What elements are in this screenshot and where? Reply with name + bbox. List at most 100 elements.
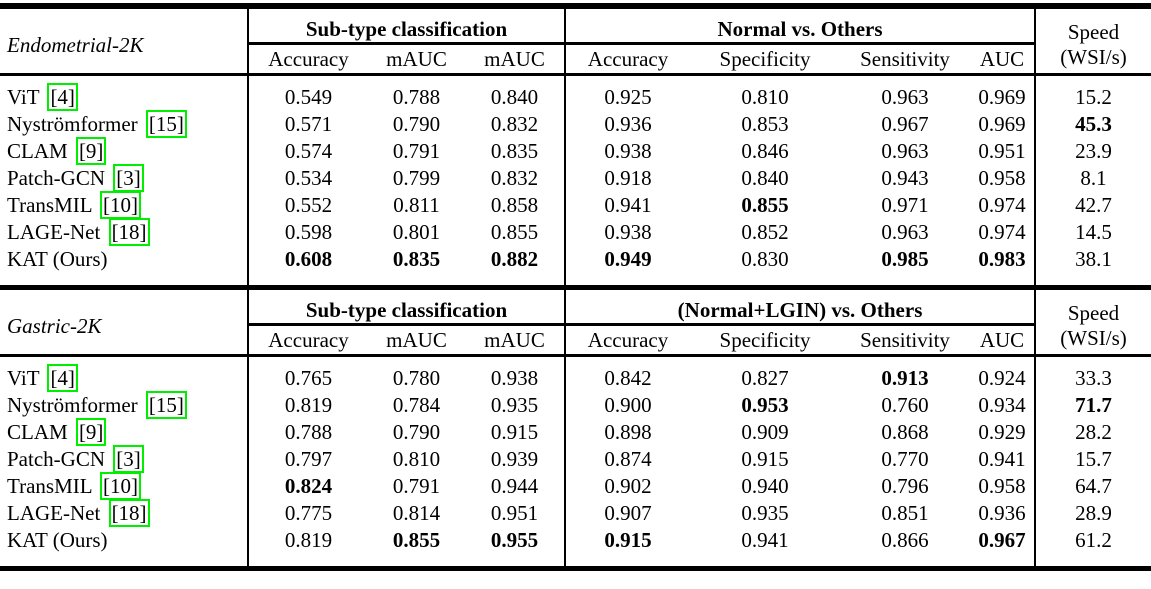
citation-link[interactable]: [18] (108, 218, 150, 246)
col-header-sensitivity: Sensitivity (840, 324, 971, 357)
citation-link[interactable]: [9] (75, 137, 107, 165)
table-row: LAGE-Net [18] 0.598 0.801 0.855 0.938 0.852 0.… (0, 218, 1151, 246)
metric-value-cell: 0.969 (970, 74, 1037, 111)
metric-value-cell: 0.571 (284, 112, 333, 136)
metric-value-cell: 0.598 (284, 220, 333, 244)
method-label: Nyströmformer (7, 393, 138, 417)
metric-value-cell: 0.780 (392, 366, 441, 390)
metric-value-cell: 0.810 (741, 85, 789, 109)
table-body: ViT [4] 0.549 0.788 0.840 0.925 0.810 0.963 0.9… (0, 74, 1151, 285)
metric-value-cell: 0.784 (392, 393, 441, 417)
metric-value-cell: 0.935 (741, 501, 789, 525)
metric-value-cell: 0.915 (741, 447, 789, 471)
col-header-mauc: mAUC (368, 43, 465, 76)
table-row: Nyströmformer [15] 0.571 0.790 0.832 0.936 0.… (0, 110, 1151, 138)
group-title-subtype: Sub-type classification (248, 287, 567, 326)
method-cell: Patch-GCN [3] (0, 164, 249, 192)
metric-value-cell: 0.855 (741, 193, 789, 217)
metric-value-cell: 71.7 (1075, 393, 1112, 417)
metric-value-cell: 8.1 (1080, 166, 1107, 190)
method-cell: CLAM [9] (0, 137, 249, 165)
metric-value-cell: 0.941 (970, 446, 1037, 473)
metric-value-cell: 15.2 (1075, 85, 1112, 109)
table-header: Endometrial-2K Sub-type classification N… (0, 6, 1151, 76)
citation-link[interactable]: [9] (75, 418, 107, 446)
method-cell: LAGE-Net [18] (0, 218, 249, 246)
speed-header-line2: (WSI/s) (1060, 45, 1127, 69)
results-table-endometrial: Endometrial-2K Sub-type classification N… (0, 3, 1151, 285)
method-label: TransMIL (7, 474, 92, 498)
metric-value-cell: 0.963 (881, 139, 929, 163)
speed-header-line1: Speed (1067, 301, 1120, 325)
metric-value-cell: 0.852 (741, 220, 789, 244)
subheader-row: Accuracy mAUC mAUC Accuracy Specificity … (0, 324, 1151, 357)
metric-value-cell: 0.819 (284, 393, 333, 417)
method-cell: TransMIL [10] (0, 472, 249, 500)
metric-value-cell: 0.967 (970, 527, 1037, 569)
metric-value-cell: 0.944 (465, 473, 567, 500)
citation-link[interactable]: [18] (108, 499, 150, 527)
metric-value-cell: 0.855 (392, 528, 441, 552)
metric-value-cell: 0.874 (604, 447, 652, 471)
metric-value-cell: 0.925 (604, 85, 652, 109)
metric-value-cell: 0.949 (604, 247, 652, 271)
metric-value-cell: 0.951 (465, 500, 567, 527)
metric-value-cell: 0.770 (881, 447, 929, 471)
metric-value-cell: 0.938 (465, 355, 567, 392)
method-cell: TransMIL [10] (0, 191, 249, 219)
metric-value-cell: 0.819 (284, 528, 333, 552)
metric-value-cell: 0.810 (392, 447, 441, 471)
method-label: CLAM (7, 420, 68, 444)
method-label: LAGE-Net (7, 501, 101, 525)
metric-value-cell: 0.974 (970, 192, 1037, 219)
speed-header-line2: (WSI/s) (1060, 326, 1127, 350)
metric-value-cell: 0.967 (881, 112, 929, 136)
col-header-accuracy: Accuracy (565, 324, 691, 357)
metric-value-cell: 23.9 (1075, 139, 1112, 163)
metric-value-cell: 0.913 (881, 366, 929, 390)
citation-link[interactable]: [4] (47, 83, 78, 111)
metric-value-cell: 0.971 (881, 193, 929, 217)
col-header-specificity: Specificity (690, 324, 841, 357)
method-cell: ViT [4] (0, 355, 249, 392)
metric-value-cell: 0.790 (392, 420, 441, 444)
citation-link[interactable]: [10] (100, 191, 142, 219)
citation-link[interactable]: [15] (145, 110, 187, 138)
method-label: Nyströmformer (7, 112, 138, 136)
col-header-accuracy: Accuracy (248, 324, 368, 357)
dataset-title: Gastric-2K (0, 287, 249, 357)
metric-value-cell: 0.840 (465, 74, 567, 111)
metric-value-cell: 0.791 (392, 474, 441, 498)
col-header-specificity: Specificity (690, 43, 841, 76)
metric-value-cell: 15.7 (1075, 447, 1112, 471)
metric-value-cell: 0.549 (284, 85, 333, 109)
metric-value-cell: 0.765 (284, 366, 333, 390)
metric-value-cell: 0.938 (604, 220, 652, 244)
metric-value-cell: 14.5 (1075, 220, 1112, 244)
citation-link[interactable]: [10] (100, 472, 142, 500)
method-label: Patch-GCN (7, 166, 105, 190)
metric-value-cell: 0.936 (970, 500, 1037, 527)
metric-value-cell: 28.2 (1075, 420, 1112, 444)
col-header-auc: AUC (970, 324, 1037, 357)
metric-value-cell: 0.974 (970, 219, 1037, 246)
speed-header: Speed (WSI/s) (1035, 6, 1151, 76)
citation-link[interactable]: [3] (113, 445, 144, 473)
results-table-gastric: Gastric-2K Sub-type classification (Norm… (0, 285, 1151, 571)
metric-value-cell: 0.835 (465, 138, 567, 165)
metric-value-cell: 0.924 (970, 355, 1037, 392)
metric-value-cell: 0.882 (465, 246, 567, 285)
metric-value-cell: 0.938 (604, 139, 652, 163)
citation-link[interactable]: [15] (145, 391, 187, 419)
citation-link[interactable]: [3] (113, 164, 144, 192)
metric-value-cell: 42.7 (1075, 193, 1112, 217)
metric-value-cell: 0.760 (881, 393, 929, 417)
metric-value-cell: 0.846 (741, 139, 789, 163)
metric-value-cell: 0.775 (284, 501, 333, 525)
metric-value-cell: 0.840 (741, 166, 789, 190)
method-label: ViT (7, 85, 40, 109)
metric-value-cell: 0.832 (465, 111, 567, 138)
metric-value-cell: 0.858 (465, 192, 567, 219)
method-label: TransMIL (7, 193, 92, 217)
citation-link[interactable]: [4] (47, 364, 78, 392)
